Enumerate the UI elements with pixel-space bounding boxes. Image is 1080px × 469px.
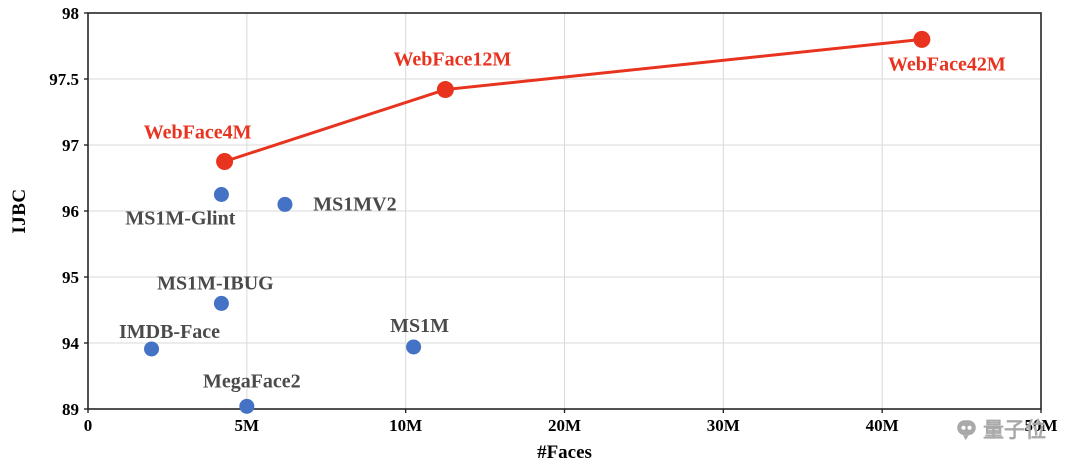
y-tick-label: 98 — [62, 4, 79, 23]
y-axis-title: IJBC — [9, 188, 30, 234]
y-tick-label: 97.5 — [49, 70, 79, 89]
data-point-imdb-face — [144, 341, 160, 357]
point-label-ms1m-ibug: MS1M-IBUG — [157, 272, 274, 294]
data-point-ms1m-glint — [213, 187, 229, 202]
y-tick-label: 94 — [62, 334, 80, 353]
data-point-webface4m — [216, 153, 234, 170]
y-tick-label: 97 — [62, 136, 80, 155]
x-tick-label: 0 — [84, 416, 93, 435]
x-axis-title: #Faces — [537, 442, 592, 463]
point-label-webface12m: WebFace12M — [394, 49, 512, 71]
x-tick-label: 5M — [235, 416, 260, 435]
data-point-ms1m — [406, 339, 422, 355]
point-label-imdb-face: IMDB-Face — [119, 321, 220, 343]
point-label-webface42m: WebFace42M — [888, 53, 1006, 75]
data-point-megaface2 — [239, 398, 255, 414]
watermark-text: 量子位 — [983, 418, 1046, 442]
y-tick-label: 95 — [62, 268, 79, 287]
y-tick-label: 96 — [62, 202, 79, 221]
data-point-ms1m-ibug — [213, 295, 229, 311]
point-label-megaface2: MegaFace2 — [203, 370, 301, 392]
data-point-webface12m — [436, 81, 454, 99]
point-label-ms1m-glint: MS1M-Glint — [125, 208, 235, 230]
x-tick-label: 10M — [389, 416, 422, 435]
point-label-webface4m: WebFace4M — [144, 122, 252, 144]
series-line-webface4m — [224, 37, 923, 163]
point-label-ms1m: MS1M — [390, 315, 449, 337]
qbitai-logo-icon — [957, 419, 976, 440]
point-label-ms1mv2: MS1MV2 — [313, 193, 396, 215]
x-tick-label: 50M — [1024, 416, 1057, 435]
x-tick-label: 40M — [866, 416, 899, 435]
data-point-webface42m — [913, 30, 931, 48]
y-tick-label: 89 — [62, 400, 79, 419]
x-tick-label: 30M — [707, 416, 740, 435]
x-tick-label: 20M — [548, 416, 581, 435]
qbitai-watermark: 量子位 — [955, 414, 1046, 444]
data-point-ms1mv2 — [277, 196, 293, 212]
